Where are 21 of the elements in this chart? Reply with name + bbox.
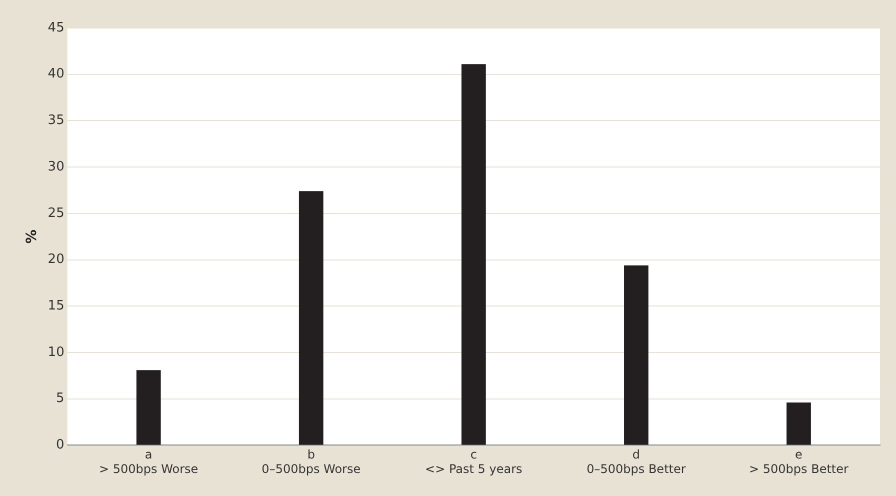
x-tick-label: d 0–500bps Better bbox=[586, 448, 686, 476]
y-tick-label: 40 bbox=[48, 66, 64, 82]
y-tick-label: 35 bbox=[48, 113, 64, 128]
y-tick-label: 0 bbox=[56, 438, 64, 453]
y-tick-label: 20 bbox=[48, 252, 64, 268]
bar bbox=[298, 191, 324, 445]
x-tick-label: c <> Past 5 years bbox=[425, 448, 522, 476]
x-tick-label: b 0–500bps Worse bbox=[262, 448, 361, 476]
bar bbox=[461, 64, 486, 445]
y-tick-label: 15 bbox=[48, 298, 64, 314]
y-axis-title: % bbox=[24, 230, 40, 244]
y-tick-label: 5 bbox=[56, 391, 64, 406]
y-tick-label: 30 bbox=[48, 159, 64, 174]
bar bbox=[624, 265, 648, 445]
y-tick-label: 45 bbox=[48, 20, 64, 36]
x-tick-label: e > 500bps Better bbox=[749, 448, 849, 476]
bar bbox=[136, 370, 161, 445]
bar bbox=[786, 402, 811, 445]
y-tick-label: 10 bbox=[48, 344, 64, 360]
y-tick-label: 25 bbox=[48, 206, 64, 221]
x-tick-label: a > 500bps Worse bbox=[99, 448, 198, 476]
